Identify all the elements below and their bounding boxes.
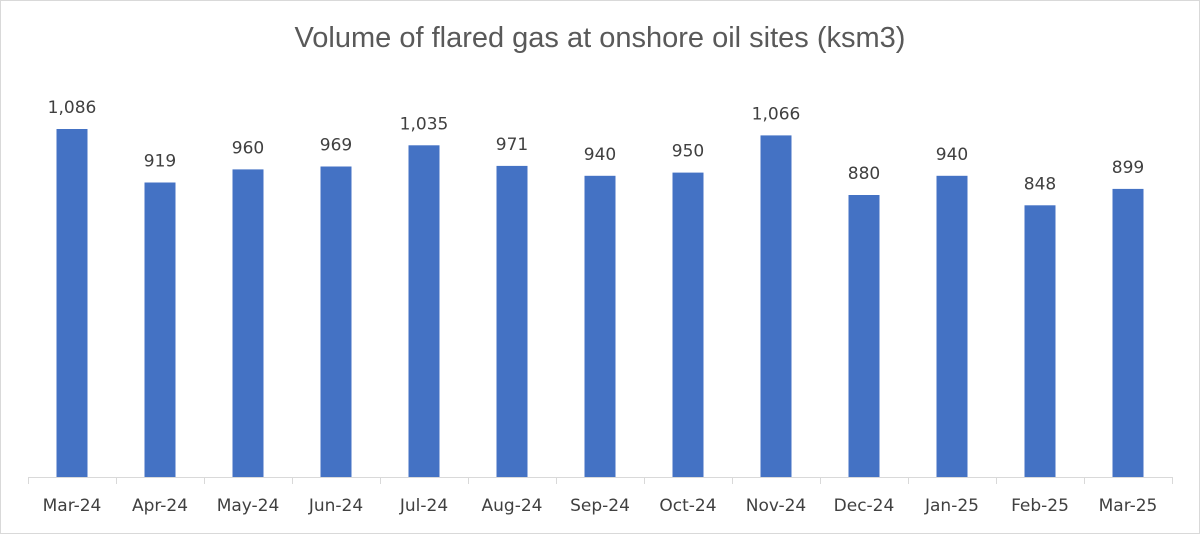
x-tick-label: Oct-24 (659, 496, 716, 516)
bar-dec-24 (848, 195, 880, 477)
bar-nov-24 (760, 135, 792, 477)
x-tick-label: May-24 (217, 496, 280, 516)
x-tick-label: Aug-24 (482, 496, 543, 516)
x-tick-label: Jun-24 (308, 496, 363, 516)
x-tick-label: Apr-24 (132, 496, 188, 516)
bar-jul-24 (408, 145, 440, 478)
x-axis-labels: Mar-24 Apr-24 May-24 Jun-24 Jul-24 Aug-24 Sep-… (43, 496, 1158, 516)
bar-jan-25 (936, 175, 968, 478)
bar-apr-24 (144, 182, 176, 477)
bar-may-24 (232, 169, 264, 477)
x-tick-label: Jul-24 (399, 496, 448, 516)
x-tick-label: Nov-24 (746, 496, 807, 516)
bars-group (56, 129, 1144, 478)
bar-oct-24 (672, 172, 704, 477)
data-labels-group: 1,086 919 960 969 1,035 971 940 950 1,066 880 940 8… (48, 98, 1145, 194)
x-tick-label: Mar-25 (1099, 496, 1158, 516)
data-label: 919 (144, 152, 176, 172)
bar-mar-25 (1112, 188, 1144, 477)
bar-jun-24 (320, 166, 352, 477)
x-tick-label: Mar-24 (43, 496, 102, 516)
data-label: 899 (1112, 158, 1144, 178)
bar-feb-25 (1024, 205, 1056, 478)
x-tick-label: Feb-25 (1011, 496, 1069, 516)
data-label: 848 (1024, 174, 1056, 194)
data-label: 1,066 (752, 104, 801, 124)
x-tick-label: Sep-24 (570, 496, 630, 516)
data-label: 950 (672, 142, 704, 162)
x-tick-label: Dec-24 (834, 496, 895, 516)
chart-title: Volume of flared gas at onshore oil site… (294, 22, 906, 54)
data-label: 1,035 (400, 114, 449, 134)
bar-mar-24 (56, 129, 88, 477)
bar-sep-24 (584, 175, 616, 478)
data-label: 940 (584, 145, 616, 165)
data-label: 940 (936, 145, 968, 165)
bar-aug-24 (496, 165, 528, 477)
x-axis-ticks (28, 477, 1173, 484)
data-label: 960 (232, 138, 264, 158)
data-label: 969 (320, 136, 352, 156)
data-label: 1,086 (48, 98, 97, 118)
data-label: 880 (848, 164, 880, 184)
x-tick-label: Jan-25 (924, 496, 979, 516)
data-label: 971 (496, 135, 528, 155)
